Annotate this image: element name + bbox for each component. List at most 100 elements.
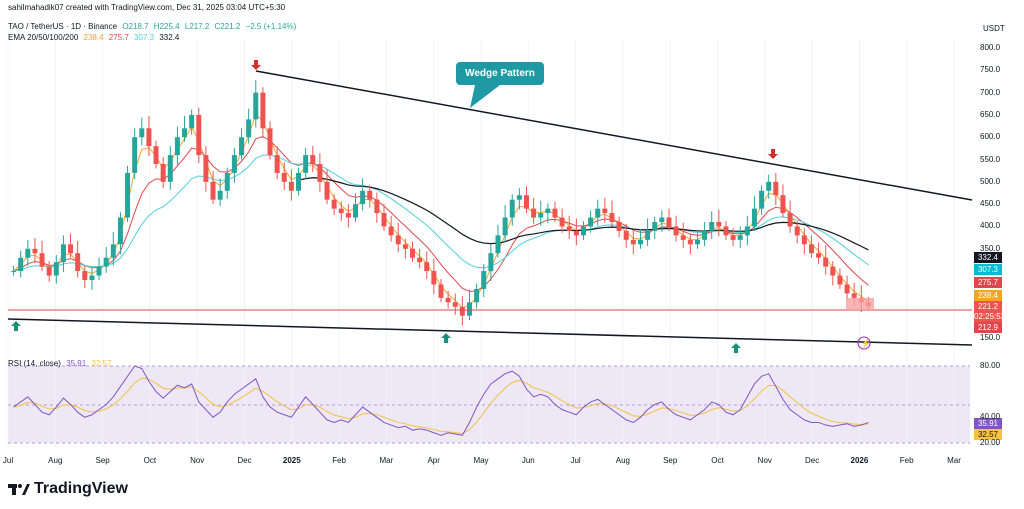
price-scale-label: 600.0 bbox=[980, 132, 1001, 142]
rsi-scale-label: 80.00 bbox=[980, 361, 1001, 370]
candle-body bbox=[224, 172, 230, 191]
candle-body bbox=[360, 190, 366, 205]
time-axis-label: 2026 bbox=[850, 456, 869, 465]
tradingview-logo-text: TradingView bbox=[34, 480, 128, 497]
candle-body bbox=[395, 235, 401, 245]
candle-body bbox=[580, 226, 586, 236]
candle-body bbox=[424, 262, 430, 272]
ohlc-high: H225.4 bbox=[153, 22, 180, 31]
time-axis-label: Jul bbox=[2, 456, 14, 465]
candle-body bbox=[246, 119, 252, 138]
time-axis-label: Dec bbox=[804, 456, 820, 465]
time-axis-label: Mar bbox=[379, 456, 394, 465]
time-axis-label: Feb bbox=[332, 456, 346, 465]
candle-body bbox=[75, 253, 81, 272]
candle-body bbox=[160, 164, 166, 182]
candle-body bbox=[851, 293, 857, 298]
candle-body bbox=[231, 155, 237, 173]
candle-body bbox=[759, 190, 765, 209]
candle-body bbox=[751, 208, 757, 227]
candle-body bbox=[794, 226, 800, 236]
candle-body bbox=[310, 155, 316, 164]
candle-body bbox=[217, 190, 223, 200]
candle-body bbox=[103, 257, 109, 267]
candle-body bbox=[538, 213, 544, 218]
candle-body bbox=[801, 235, 807, 245]
time-axis-label: Apr bbox=[427, 456, 440, 465]
candle-body bbox=[274, 155, 280, 173]
candle-body bbox=[331, 199, 337, 209]
rsi-label-text[interactable]: RSI (14, close) bbox=[8, 359, 61, 368]
callout-pointer bbox=[470, 85, 500, 108]
candle-body bbox=[182, 128, 188, 138]
ohlc-change: −2.5 (+1.14%) bbox=[245, 22, 297, 31]
candle-body bbox=[46, 266, 52, 276]
rsi-ma-line bbox=[13, 377, 869, 435]
ema-100-line bbox=[13, 154, 869, 272]
candle-body bbox=[502, 217, 508, 236]
candle-body bbox=[431, 271, 437, 285]
candle-body bbox=[552, 208, 558, 218]
candle-body bbox=[146, 128, 152, 147]
candle-body bbox=[744, 226, 750, 236]
candle-body bbox=[288, 181, 294, 191]
candle-body bbox=[559, 217, 565, 227]
candles bbox=[11, 80, 871, 326]
ema50-value: 275.7 bbox=[108, 33, 129, 42]
candle-body bbox=[680, 235, 686, 240]
candle-body bbox=[60, 244, 66, 263]
candle-body bbox=[367, 190, 373, 200]
candle-body bbox=[737, 235, 743, 240]
price-scale-label: 700.0 bbox=[980, 87, 1001, 97]
rsi-scale-label: 40.00 bbox=[980, 412, 1001, 422]
rsi-line bbox=[13, 365, 869, 436]
lower-trendline[interactable] bbox=[7, 318, 973, 346]
down-arrow-icon bbox=[251, 60, 261, 70]
wedge-pattern-callout[interactable]: Wedge Pattern bbox=[456, 62, 544, 85]
candle-body bbox=[410, 248, 415, 258]
rsi-tag: 35.91 bbox=[974, 418, 1002, 429]
candle-body bbox=[125, 172, 131, 218]
candle-body bbox=[139, 128, 145, 138]
tradingview-logo-icon bbox=[8, 484, 30, 495]
candle-body bbox=[267, 128, 273, 156]
time-axis-label: Jun bbox=[521, 456, 535, 465]
candle-body bbox=[388, 226, 394, 236]
ema-legend: EMA 20/50/100/200 238.4 275.7 307.3 332.… bbox=[8, 33, 182, 42]
price-tag: 238.4 bbox=[974, 290, 1002, 301]
candle-body bbox=[11, 271, 17, 273]
time-axis-label: Jul bbox=[570, 456, 581, 465]
lightning-icon[interactable] bbox=[857, 336, 871, 350]
ema-label[interactable]: EMA 20/50/100/200 bbox=[8, 33, 79, 42]
candle-body bbox=[673, 226, 679, 236]
candle-body bbox=[495, 235, 501, 254]
candle-body bbox=[324, 181, 330, 200]
tradingview-logo[interactable]: TradingView bbox=[8, 480, 128, 498]
ohlc-open: O218.7 bbox=[122, 22, 149, 31]
candle-body bbox=[189, 114, 195, 129]
rsi-value: 35.91 bbox=[66, 359, 87, 368]
candle-body bbox=[645, 230, 651, 240]
price-scale-label: 650.0 bbox=[980, 109, 1001, 119]
rsi-scale-label: 20.00 bbox=[980, 438, 1001, 447]
candle-body bbox=[39, 253, 45, 267]
price-tag: 275.7 bbox=[974, 277, 1002, 288]
symbol-name[interactable]: TAO / TetherUS · 1D · Binance bbox=[8, 22, 118, 31]
candle-body bbox=[167, 155, 173, 182]
time-axis-label: Sep bbox=[95, 456, 110, 465]
time-axis-label: Nov bbox=[757, 456, 772, 465]
rsi-legend: RSI (14, close) 35.91 32.57 bbox=[8, 359, 114, 368]
candle-body bbox=[787, 213, 793, 227]
candle-body bbox=[609, 213, 615, 222]
candle-body bbox=[210, 181, 216, 200]
candle-body bbox=[730, 235, 736, 240]
price-tag: 332.4 bbox=[974, 252, 1002, 263]
price-scale-label: 750.0 bbox=[980, 65, 1001, 75]
candle-body bbox=[488, 253, 494, 272]
upper-trendline[interactable] bbox=[255, 70, 973, 201]
current-price-box bbox=[846, 298, 874, 310]
chart-credit: sahilmahadik07 created with TradingView.… bbox=[8, 3, 286, 12]
candle-body bbox=[445, 297, 451, 303]
time-axis-label: May bbox=[473, 456, 489, 465]
